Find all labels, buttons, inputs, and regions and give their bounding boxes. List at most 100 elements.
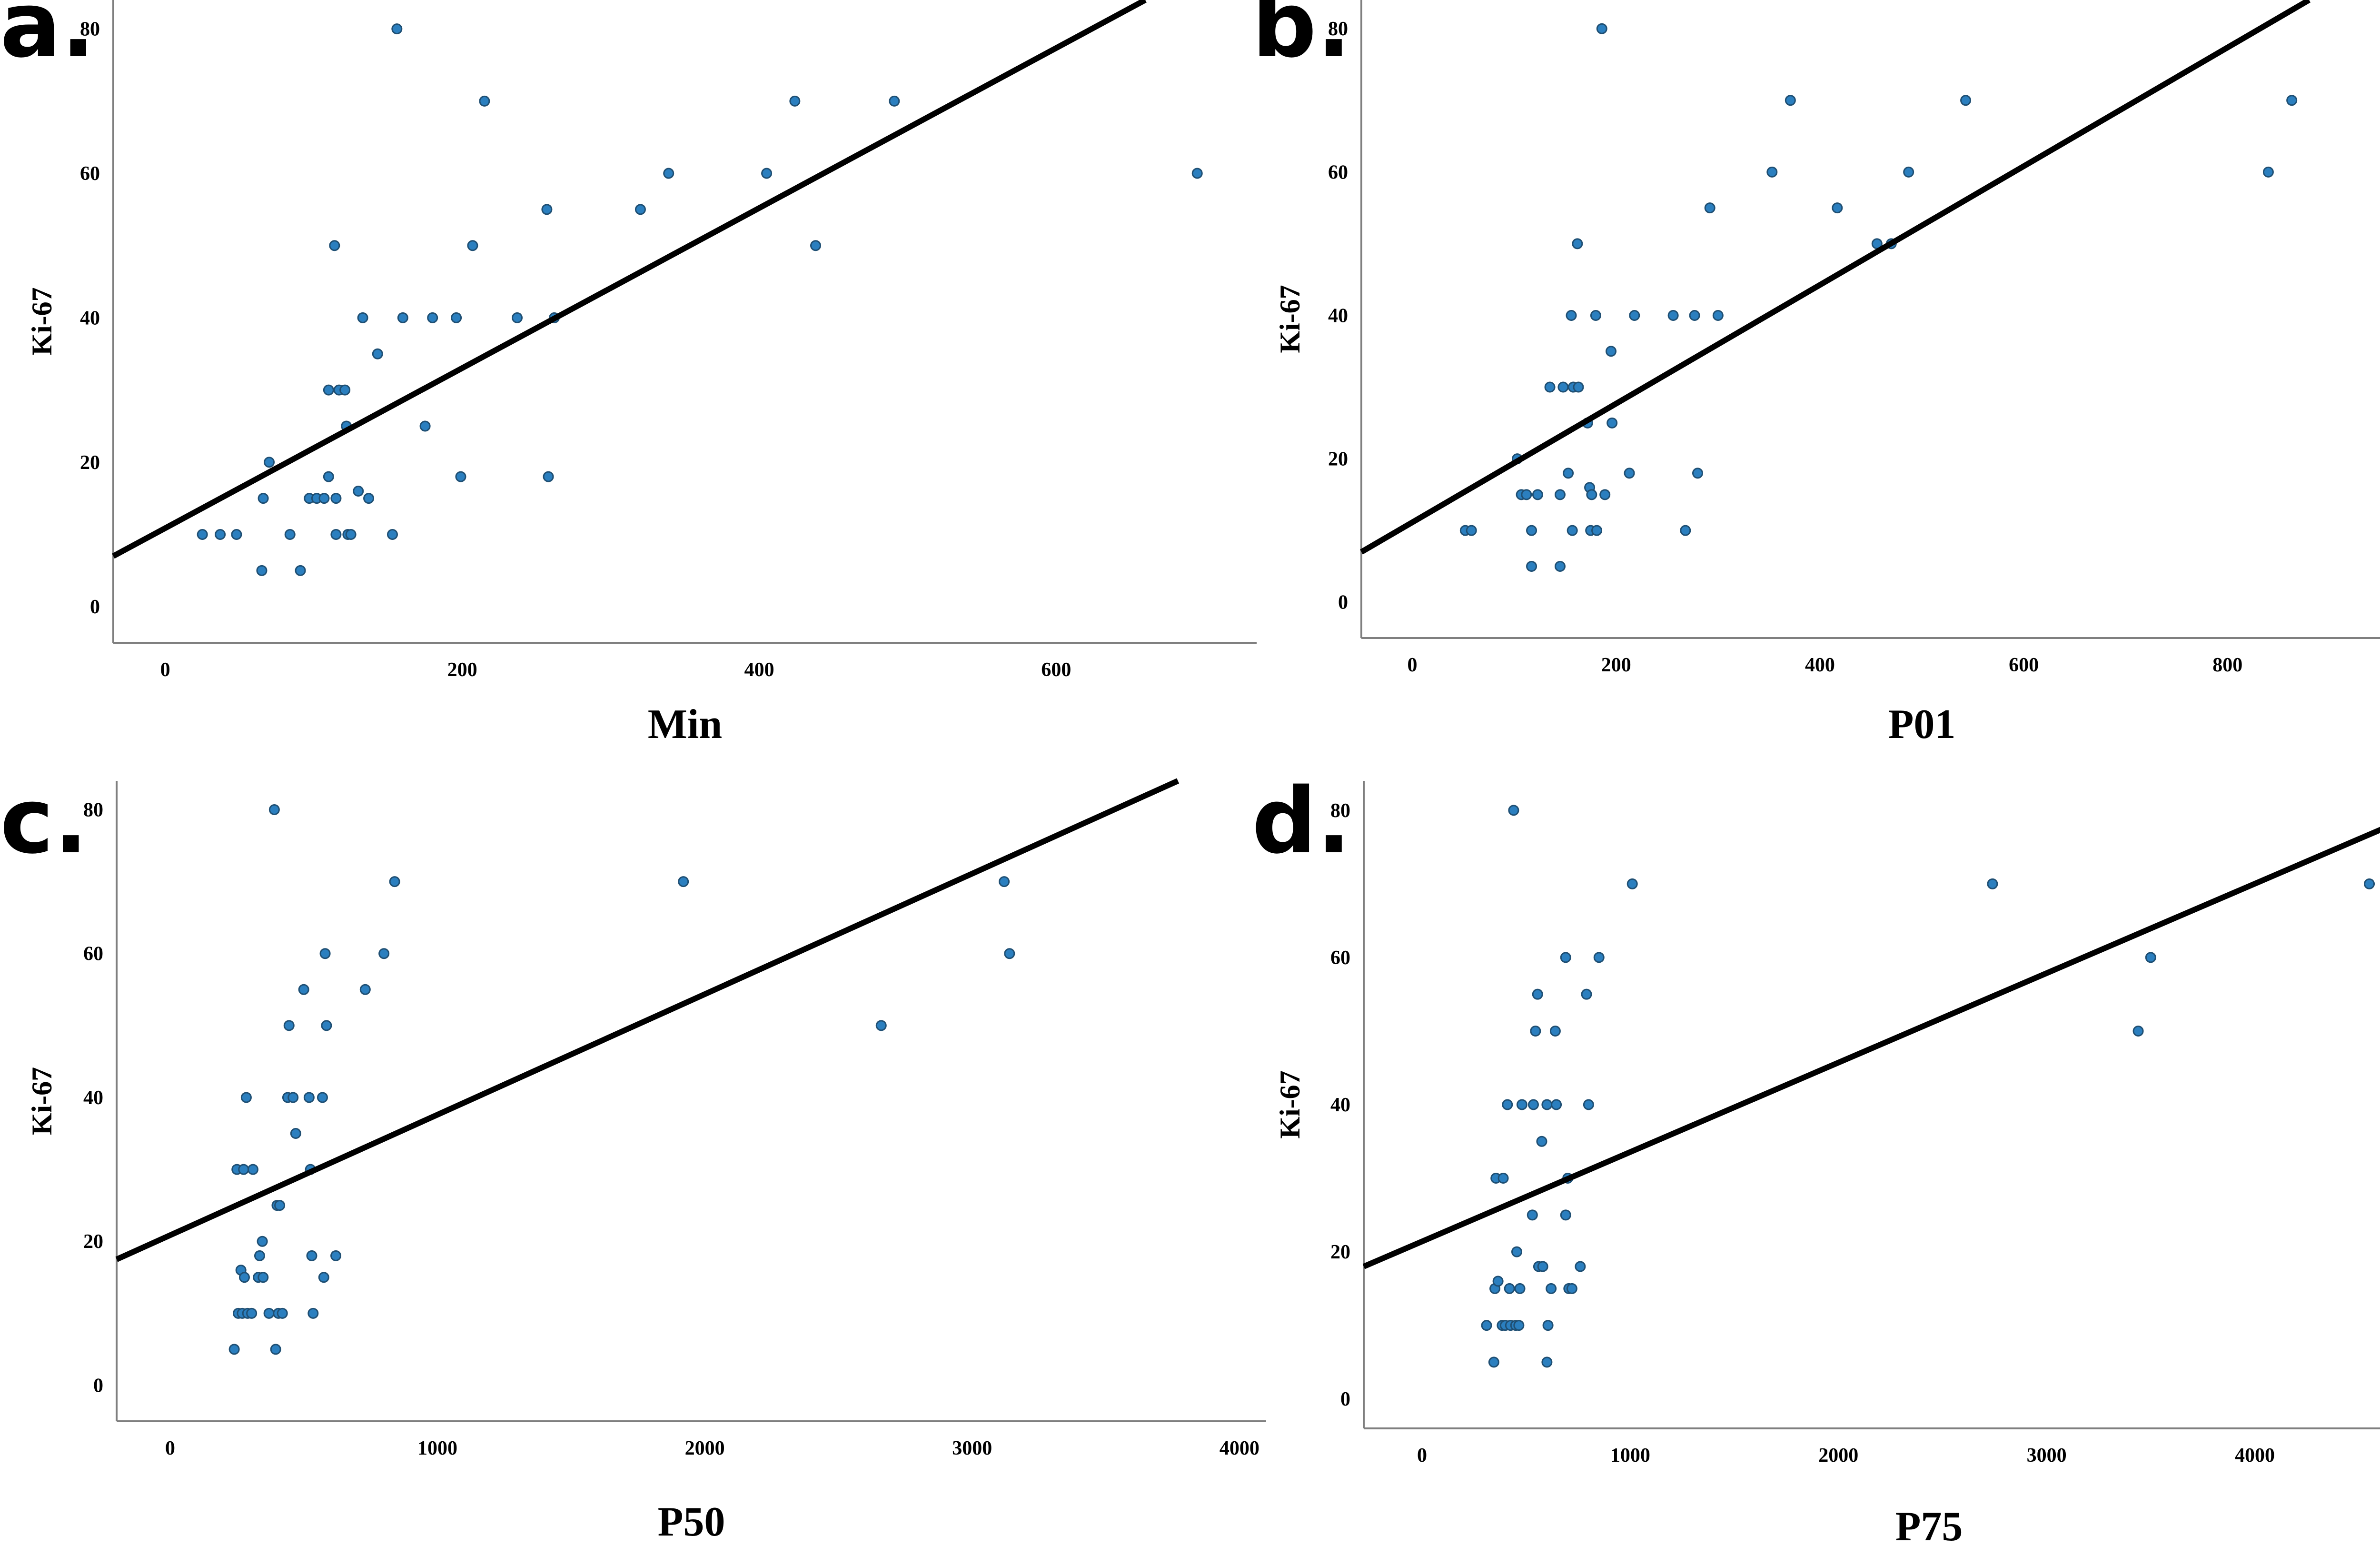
y-axis-label: Ki-67 [26, 1067, 58, 1135]
y-tick-label: 20 [1328, 449, 1348, 470]
scatter-point [263, 1307, 275, 1319]
scatter-point [318, 493, 330, 504]
scatter-point [789, 95, 801, 107]
scatter-point [1903, 166, 1914, 178]
x-tick-label: 800 [2212, 654, 2242, 676]
scatter-point [274, 1200, 286, 1211]
scatter-point [389, 876, 400, 888]
scatter-point [254, 1250, 265, 1261]
scatter-point [357, 312, 368, 323]
scatter-point [541, 204, 553, 215]
scatter-point [1606, 417, 1618, 429]
scatter-point [1516, 1099, 1527, 1110]
scatter-point [1557, 381, 1569, 393]
scatter-point [298, 984, 309, 995]
scatter-point [330, 1250, 342, 1261]
scatter-point [329, 240, 340, 251]
y-tick-label: 40 [83, 1087, 103, 1109]
scatter-point [1667, 309, 1679, 321]
scatter-point [1591, 525, 1603, 536]
scatter-point [1526, 525, 1537, 536]
x-tick-label: 2000 [1818, 1445, 1858, 1466]
scatter-point [1191, 168, 1203, 179]
chart-panel-3: c. 0 20 40 60 80 0 1000 2000 3000 4000 P50 Ki-67 [0, 768, 1266, 1545]
x-tick-label: 4000 [1220, 1437, 1259, 1459]
scatter-point [678, 876, 689, 888]
scatter-point [1541, 1356, 1553, 1368]
scatter-point [319, 948, 331, 959]
x-tick-label: 1000 [417, 1437, 457, 1459]
scatter-point [1530, 1025, 1541, 1037]
y-tick-label: 60 [1328, 161, 1348, 183]
scatter-point [277, 1307, 288, 1319]
scatter-point [1596, 23, 1607, 34]
scatter-point [295, 565, 306, 576]
scatter-point [1511, 1246, 1522, 1257]
scatter-point [197, 529, 208, 540]
scatter-point [247, 1164, 258, 1175]
scatter-point [397, 312, 408, 323]
x-axis-label: P75 [1895, 1504, 1963, 1546]
scatter-point [1575, 1261, 1586, 1272]
scatter-point [1536, 1136, 1547, 1147]
scatter-point [2132, 1025, 2144, 1037]
y-tick-label: 60 [83, 943, 103, 965]
scatter-point [451, 312, 462, 323]
scatter-point [1508, 805, 1519, 816]
scatter-point [1599, 489, 1611, 500]
y-axis-label: Ki-67 [1274, 285, 1306, 353]
scatter-point [1629, 309, 1640, 321]
scatter-point [258, 1272, 269, 1283]
scatter-point [1527, 1209, 1538, 1221]
y-tick-label: 0 [90, 596, 100, 618]
scatter-point [238, 1164, 249, 1175]
y-tick-label: 40 [80, 307, 100, 329]
scatter-point [999, 876, 1010, 888]
scatter-point [1527, 1099, 1539, 1110]
scatter-point [1766, 166, 1778, 178]
fit-line [1359, 0, 2311, 555]
scatter-point [543, 471, 554, 482]
scatter-point [323, 384, 334, 396]
scatter-point [2364, 878, 2375, 889]
y-tick-label: 40 [1330, 1094, 1350, 1116]
y-tick-label: 0 [1340, 1388, 1350, 1410]
scatter-point [391, 23, 403, 35]
scatter-point [1785, 95, 1796, 106]
scatter-point [257, 1236, 268, 1247]
scatter-point [303, 1092, 315, 1103]
x-tick-label: 1000 [1610, 1445, 1650, 1466]
scatter-point [1554, 560, 1566, 572]
scatter-point [387, 529, 398, 540]
x-tick-label: 0 [1408, 654, 1418, 676]
scatter-point [2286, 95, 2298, 106]
chart-panel-4: d.020406080010002000300040005000P75Ki-67 [1252, 768, 2380, 1546]
scatter-point [268, 804, 280, 815]
scatter-point [2262, 166, 2274, 178]
scatter-point [1680, 525, 1691, 536]
panel-letter: a. [0, 0, 95, 78]
scatter-point [1689, 309, 1700, 321]
scatter-point [228, 1344, 240, 1355]
x-tick-label: 2000 [685, 1437, 725, 1459]
scatter-point [875, 1020, 887, 1031]
scatter-point [1542, 1320, 1554, 1331]
scatter-point [1572, 238, 1583, 249]
y-axis-label: Ki-67 [1274, 1070, 1306, 1138]
scatter-point [1593, 952, 1605, 963]
scatter-point [330, 493, 342, 504]
scatter-point [306, 1250, 317, 1261]
scatter-point [1586, 489, 1597, 500]
scatter-point [1590, 309, 1601, 321]
scatter-point [1549, 1025, 1561, 1037]
scatter-point [455, 471, 466, 482]
scatter-point [317, 1092, 328, 1103]
scatter-point [1704, 202, 1716, 214]
x-axis-label: P50 [658, 1499, 725, 1545]
scatter-point [2145, 952, 2156, 963]
scatter-point [663, 168, 674, 179]
panel-letter: b. [1252, 0, 1351, 78]
scatter-point [318, 1272, 329, 1283]
scatter-point [1466, 525, 1477, 536]
scatter-point [427, 312, 438, 323]
